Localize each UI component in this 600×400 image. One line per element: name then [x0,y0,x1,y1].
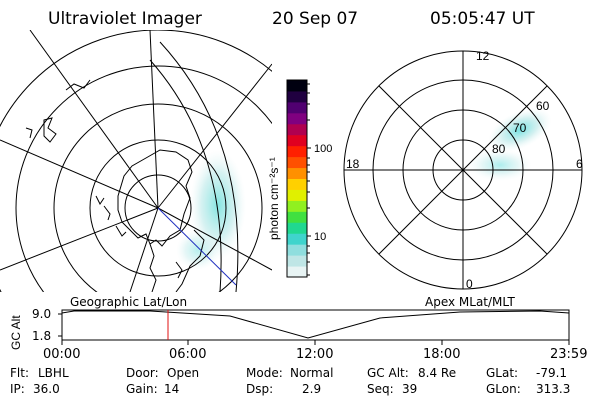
timeline-y-title: GC Alt [9,315,23,350]
seq-value: 39 [402,382,418,396]
gc-alt-label: GC Alt: [367,366,409,380]
color-bar-band [287,134,307,147]
ip-value: 36.0 [33,382,60,396]
mlt-label-0: 0 [466,277,473,291]
seq-label: Seq: [367,382,394,396]
apex-map-label: Apex MLat/MLT [425,295,515,309]
color-bar-band [287,101,307,114]
time-label: 05:05:47 UT [430,9,535,29]
mlat-label-60: 60 [536,99,550,113]
date-label: 20 Sep 07 [272,9,359,29]
timeline-panel: GC Alt [9,309,570,350]
color-bar-band [287,255,307,267]
filter-value: LBHL [38,366,69,380]
door-value: Open [167,366,200,380]
color-bar-band [287,167,307,179]
glat-value: -79.1 [536,366,568,380]
glon-label: GLon: [486,382,521,396]
apex-polar-map: 12 18 6 0 60 70 80 [343,49,583,291]
latitude-circles [0,30,272,292]
mode-value: Normal [290,366,334,380]
color-bar-ticks [307,83,311,276]
color-bar-band [287,233,307,245]
colorbar-tick-10: 10 [314,231,326,243]
colorbar-tick-100: 100 [314,143,332,155]
dsp-value: 2.9 [302,382,322,396]
color-bar-band [287,200,307,212]
mlat-label-80: 80 [492,142,506,156]
filter-label: Flt: [10,366,29,380]
timeline-xtick-1800: 18:00 [423,347,461,362]
aurora-emission-right-b [468,149,532,181]
color-bar-band [287,145,307,158]
color-bar-band [287,244,307,256]
mlt-label-12: 12 [476,49,490,63]
view-direction-line [157,207,237,286]
color-bar-band [287,189,307,201]
door-label: Door: [126,366,159,380]
longitude-lines [0,30,272,292]
geographic-map-label: Geographic Lat/Lon [70,295,188,309]
mlt-label-6: 6 [576,157,583,171]
aurora-emission-left-b [176,230,220,270]
timeline-ticks [58,313,570,345]
gc-alt-value: 8.4 Re [418,366,457,380]
color-bar-band [287,222,307,234]
geographic-map [0,30,272,292]
dsp-label: Dsp: [246,382,274,396]
mlat-label-70: 70 [513,121,527,135]
color-bar [287,80,307,278]
aurora-emission-right [488,108,552,152]
mlt-meridians [344,51,582,289]
mlt-label-18: 18 [346,157,360,171]
color-bar-band [287,211,307,223]
color-bar-band [287,90,307,103]
gain-label: Gain: [126,382,158,396]
coastlines [25,79,205,292]
color-bar-band [287,80,307,92]
timeline-ytick-1-8: 1.8 [32,329,52,343]
ip-label: IP: [10,382,25,396]
timeline-xtick-0600: 06:00 [169,347,207,362]
glat-label: GLat: [486,366,519,380]
color-bar-band [287,266,307,278]
glon-value: 313.3 [536,382,571,396]
color-bar-band [287,112,307,125]
timeline-ytick-9: 9.0 [32,307,52,321]
color-bar-band [287,156,307,169]
mode-label: Mode: [246,366,283,380]
gc-altitude-curve [61,310,570,339]
terminator-arcs [149,41,239,292]
timeline-xtick-0000: 00:00 [43,347,81,362]
gain-value: 14 [164,382,180,396]
timeline-xtick-1200: 12:00 [296,347,334,362]
timeline-xtick-2359: 23:59 [550,347,588,362]
colorbar-unit-label: photon cm⁻²s⁻¹ [267,157,281,240]
instrument-title: Ultraviolet Imager [48,9,202,29]
color-bar-frame [286,79,308,278]
color-bar-band [287,123,307,136]
color-bar-band [287,178,307,190]
